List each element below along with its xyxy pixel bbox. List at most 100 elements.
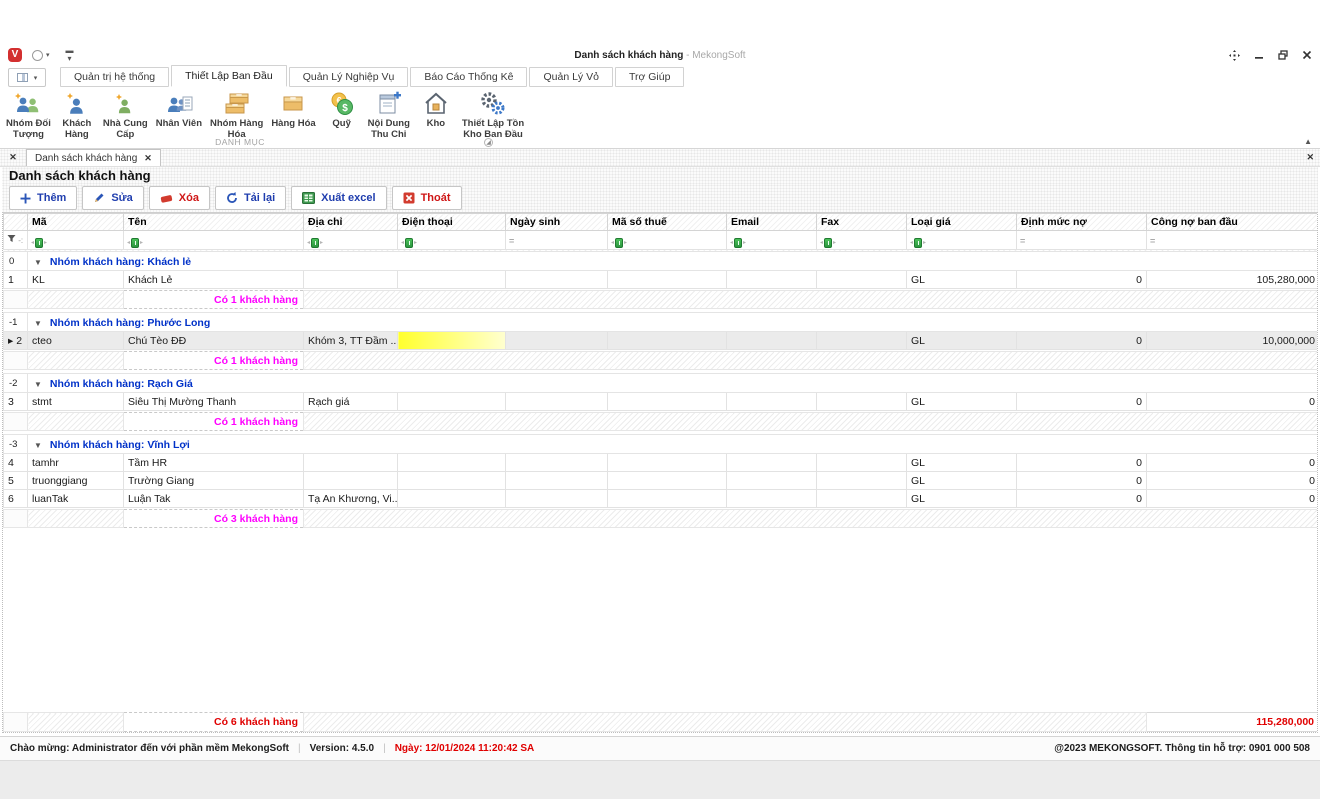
minimize-icon[interactable] (1254, 50, 1264, 60)
cell[interactable] (505, 331, 608, 350)
cell[interactable] (726, 392, 817, 411)
ribbon-app-menu-button[interactable]: ▾ (8, 68, 46, 87)
cell[interactable] (505, 392, 608, 411)
column-header[interactable]: Tên (123, 213, 304, 231)
cell[interactable]: tamhr (27, 453, 124, 472)
ribbon-item-3[interactable]: Nhà Cung Cấp (99, 89, 152, 142)
cell[interactable] (726, 471, 817, 490)
cell[interactable]: 0 (1016, 270, 1147, 289)
table-row[interactable]: 5 truonggiang Trường Giang GL 0 0 (3, 471, 1317, 490)
ribbon-item-6[interactable]: Hàng Hóa (267, 89, 319, 131)
cell[interactable] (607, 392, 727, 411)
cell[interactable] (816, 453, 907, 472)
cell[interactable] (816, 392, 907, 411)
cell[interactable]: Siêu Thị Mường Thanh (123, 392, 304, 411)
ribbon-tab-quan-tri-he-thong[interactable]: Quản trị hệ thống (60, 67, 170, 87)
ribbon-item-2[interactable]: Khách Hàng (55, 89, 99, 142)
table-row[interactable]: 4 tamhr Tầm HR GL 0 0 (3, 453, 1317, 472)
cell[interactable]: 0 (1016, 489, 1147, 508)
dialog-launcher-icon[interactable]: ◢ (484, 138, 493, 147)
cell[interactable]: luanTak (27, 489, 124, 508)
cell[interactable] (816, 489, 907, 508)
cell[interactable]: cteo (27, 331, 124, 350)
sửa-button[interactable]: Sửa (82, 186, 144, 210)
column-header[interactable]: Địa chỉ (303, 213, 398, 231)
cell[interactable]: 0 (1146, 453, 1317, 472)
ribbon-collapse-icon[interactable]: ▲ (1304, 137, 1312, 146)
ribbon-tab-quan-ly-nghiep-vu[interactable]: Quản Lý Nghiệp Vụ (288, 67, 409, 87)
cell[interactable] (726, 331, 817, 350)
ribbon-item-8[interactable]: Nội Dung Thu Chi (364, 89, 414, 142)
column-header[interactable]: Loại giá (906, 213, 1017, 231)
cell[interactable] (607, 489, 727, 508)
column-header[interactable]: Fax (816, 213, 907, 231)
cell[interactable] (303, 453, 398, 472)
cell[interactable] (505, 453, 608, 472)
close-icon[interactable] (1302, 50, 1312, 60)
column-header[interactable]: Công nợ ban đầu (1146, 213, 1317, 231)
ribbon-item-9[interactable]: Kho (414, 89, 458, 131)
ribbon-item-7[interactable]: € $ Quỹ (320, 89, 364, 131)
ribbon-tab-bao-cao-thong-ke[interactable]: Báo Cáo Thống Kê (410, 67, 528, 87)
thoát-button[interactable]: Thoát (391, 186, 462, 210)
xóa-button[interactable]: Xóa (148, 186, 210, 210)
cell[interactable] (505, 270, 608, 289)
cell[interactable] (303, 270, 398, 289)
cell[interactable] (816, 270, 907, 289)
filter-cell[interactable]: ◂ ▸ (303, 230, 398, 250)
cell[interactable]: GL (906, 392, 1017, 411)
ribbon-tab-tro-giup[interactable]: Trợ Giúp (614, 67, 685, 87)
quick-access-customize-button[interactable]: ▬ ▾ (65, 46, 74, 63)
filter-cell[interactable]: ◂ ▸ (123, 230, 304, 250)
cell[interactable] (726, 453, 817, 472)
cell[interactable]: Khách Lẻ (123, 270, 304, 289)
tab-danh-sach-khach-hang[interactable]: Danh sách khách hàng ✕ (26, 149, 161, 166)
column-header[interactable]: Email (726, 213, 817, 231)
cell[interactable]: Luận Tak (123, 489, 304, 508)
cell[interactable]: 0 (1016, 392, 1147, 411)
chevron-down-icon[interactable]: ▾ (46, 52, 50, 59)
close-tab-icon[interactable]: ✕ (144, 152, 152, 163)
cell[interactable] (816, 331, 907, 350)
filter-cell[interactable]: ◂ ▸ (27, 230, 124, 250)
cell[interactable]: 0 (1146, 489, 1317, 508)
ribbon-tab-thiet-lap-ban-dau[interactable]: Thiết Lập Ban Đầu (171, 65, 287, 87)
tải-lại-button[interactable]: Tải lại (214, 186, 287, 210)
collapse-arrow-icon[interactable]: ▼ (34, 441, 42, 450)
cell[interactable]: GL (906, 270, 1017, 289)
cell[interactable] (607, 471, 727, 490)
cell[interactable] (607, 270, 727, 289)
cell[interactable]: Trường Giang (123, 471, 304, 490)
filter-cell[interactable]: = (505, 230, 608, 250)
filter-cell[interactable]: = (1016, 230, 1147, 250)
filter-cell[interactable]: = (1146, 230, 1317, 250)
table-row[interactable]: 1 KL Khách Lẻ GL 0 105,280,000 (3, 270, 1317, 289)
collapse-arrow-icon[interactable]: ▼ (34, 319, 42, 328)
restore-icon[interactable] (1278, 50, 1288, 60)
cell[interactable]: 0 (1016, 453, 1147, 472)
cell[interactable] (726, 270, 817, 289)
cell[interactable] (505, 489, 608, 508)
column-header[interactable]: Điện thoại (397, 213, 506, 231)
cell[interactable]: 0 (1146, 392, 1317, 411)
cell[interactable] (397, 270, 506, 289)
cell[interactable] (303, 471, 398, 490)
cell[interactable] (816, 471, 907, 490)
cell[interactable] (505, 471, 608, 490)
cell[interactable] (397, 489, 506, 508)
cell[interactable]: Chú Tèo ĐĐ (123, 331, 304, 350)
cell[interactable]: GL (906, 331, 1017, 350)
cell[interactable]: 10,000,000 (1146, 331, 1317, 350)
column-header[interactable]: Mã số thuế (607, 213, 727, 231)
cell[interactable]: truonggiang (27, 471, 124, 490)
cell[interactable] (397, 331, 506, 350)
filter-cell[interactable]: ◂ ▸ (906, 230, 1017, 250)
cell[interactable]: GL (906, 489, 1017, 508)
column-header[interactable]: Ngày sinh (505, 213, 608, 231)
ribbon-item-10[interactable]: Thiết Lập Tồn Kho Ban Đầu (458, 89, 528, 142)
cell[interactable] (397, 453, 506, 472)
filter-cell[interactable]: ◂ ▸ (816, 230, 907, 250)
cell[interactable] (397, 392, 506, 411)
cell[interactable]: 105,280,000 (1146, 270, 1317, 289)
table-row[interactable]: 6 luanTak Luận Tak Tạ An Khương, Vi... GL 0 0 (3, 489, 1317, 508)
